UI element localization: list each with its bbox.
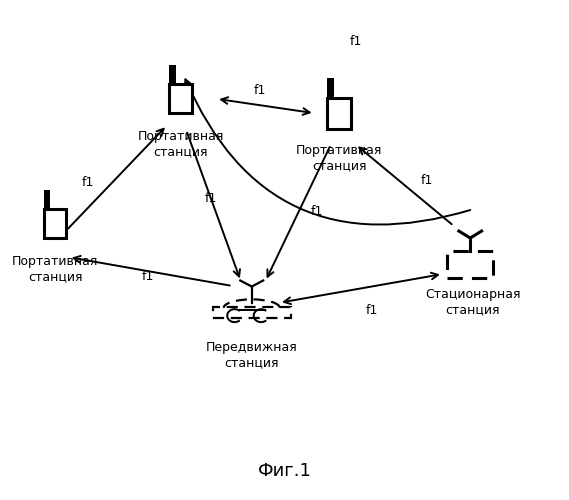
Bar (213, 307, 291, 318)
Text: f1: f1 (366, 304, 378, 316)
Text: Портативная
станция: Портативная станция (12, 255, 98, 283)
Bar (447, 251, 493, 278)
Bar (327, 98, 351, 128)
Bar (44, 209, 67, 238)
Bar (327, 78, 334, 98)
Bar (170, 65, 176, 84)
Bar (170, 84, 192, 114)
Text: f1: f1 (142, 270, 154, 283)
Text: Портативная
станция: Портативная станция (138, 130, 224, 158)
Text: Портативная
станция: Портативная станция (296, 144, 382, 172)
Text: f1: f1 (254, 84, 266, 96)
Text: Передвижная
станция: Передвижная станция (206, 341, 298, 369)
Text: f1: f1 (420, 174, 432, 187)
Text: Фиг.1: Фиг.1 (258, 462, 311, 480)
Text: f1: f1 (82, 176, 94, 190)
Text: f1: f1 (311, 205, 323, 218)
Text: f1: f1 (349, 34, 362, 48)
Text: Стационарная
станция: Стационарная станция (425, 288, 521, 316)
Text: f1: f1 (205, 192, 217, 205)
Bar (44, 190, 50, 209)
